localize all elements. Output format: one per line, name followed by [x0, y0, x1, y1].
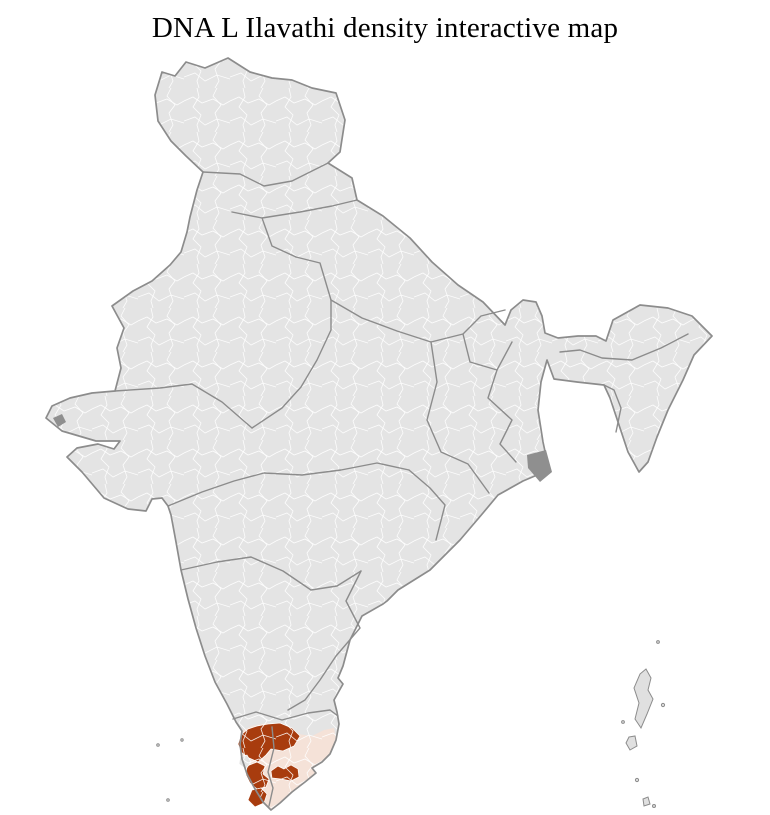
map-title: DNA L Ilavathi density interactive map	[151, 12, 619, 44]
sundarbans-delta[interactable]	[527, 450, 552, 482]
state-borders	[114, 162, 689, 807]
district-borders-overlay	[46, 58, 712, 810]
india-outline	[45, 57, 713, 811]
lakshadweep-islands[interactable]	[156, 738, 184, 802]
andaman-nicobar-islands[interactable]	[621, 640, 666, 808]
kutch-creek-shade	[53, 414, 66, 427]
india-landmass[interactable]	[45, 57, 713, 811]
